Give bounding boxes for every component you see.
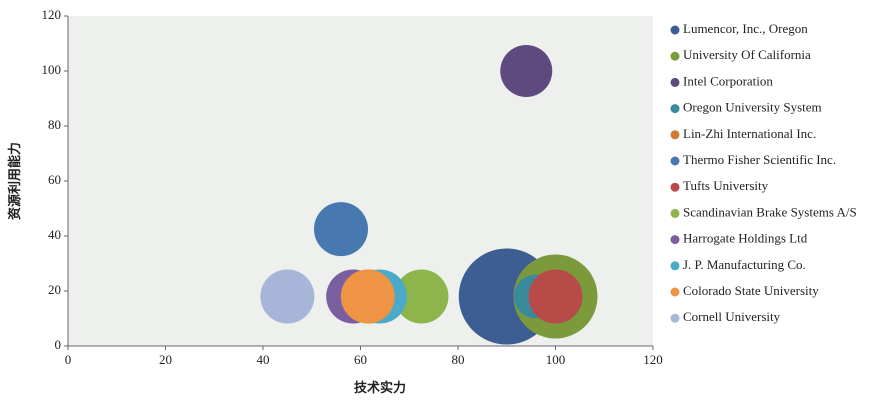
bubble: [340, 269, 395, 324]
legend-marker: [670, 104, 680, 114]
y-tick-label: 60: [48, 172, 61, 187]
x-tick-label: 0: [65, 352, 72, 367]
y-tick-label: 100: [42, 62, 62, 77]
legend-marker: [670, 77, 680, 87]
legend-label: Tufts University: [683, 178, 769, 193]
legend-marker: [670, 51, 680, 61]
legend-marker: [670, 313, 680, 323]
legend-marker: [670, 25, 680, 35]
legend-marker: [670, 156, 680, 166]
legend-marker: [670, 208, 680, 218]
legend-label: Thermo Fisher Scientific Inc.: [683, 152, 836, 167]
y-tick-label: 40: [48, 227, 61, 242]
y-tick-label: 0: [55, 337, 62, 352]
x-tick-label: 60: [354, 352, 367, 367]
legend-label: Scandinavian Brake Systems A/S: [683, 204, 857, 219]
legend-label: Lin-Zhi International Inc.: [683, 126, 816, 141]
legend-marker: [670, 130, 680, 140]
x-tick-label: 120: [643, 352, 663, 367]
legend-marker: [670, 182, 680, 192]
y-tick-label: 120: [42, 7, 62, 22]
x-tick-label: 100: [546, 352, 566, 367]
bubble: [500, 45, 553, 97]
x-tick-label: 40: [257, 352, 270, 367]
bubble: [260, 269, 315, 324]
legend-label: Cornell University: [683, 309, 781, 324]
legend-label: University Of California: [683, 47, 811, 62]
x-tick-label: 80: [452, 352, 465, 367]
x-axis-label: 技术实力: [354, 380, 406, 395]
bubble: [314, 202, 368, 257]
legend-label: Lumencor, Inc., Oregon: [683, 21, 808, 36]
legend-marker: [670, 287, 680, 297]
y-tick-label: 80: [48, 117, 61, 132]
legend-marker: [670, 261, 680, 271]
x-tick-label: 20: [159, 352, 172, 367]
legend-label: Colorado State University: [683, 283, 819, 298]
legend-label: Intel Corporation: [683, 73, 773, 88]
legend-label: Harrogate Holdings Ltd: [683, 231, 808, 246]
y-tick-label: 20: [48, 282, 61, 297]
legend-label: J. P. Manufacturing Co.: [683, 257, 806, 272]
bubble: [394, 269, 449, 324]
legend-marker: [670, 235, 680, 245]
legend-label: Oregon University System: [683, 100, 822, 115]
y-axis-label: 资源利用能力: [7, 142, 22, 220]
bubble: [528, 269, 583, 324]
